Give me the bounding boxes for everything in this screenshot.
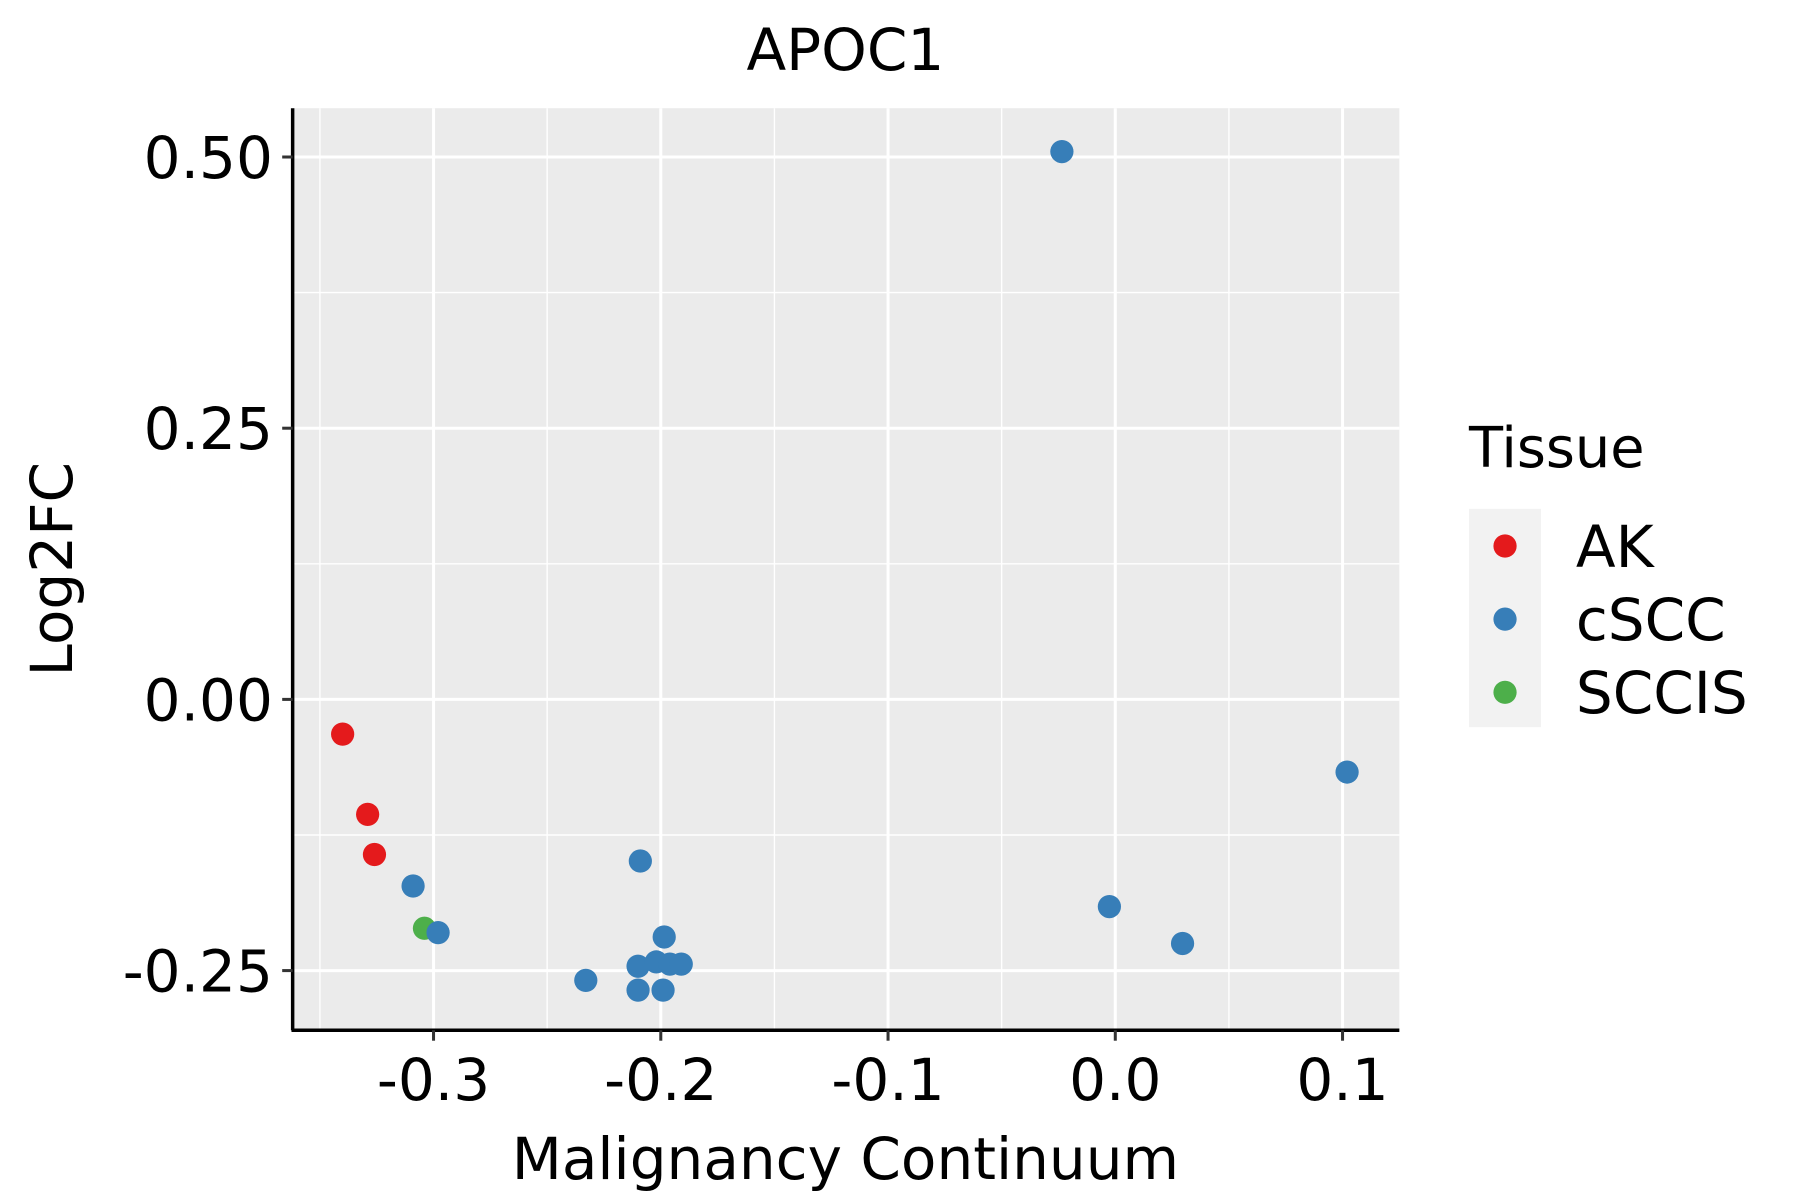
data-point-cscc bbox=[626, 954, 650, 978]
data-point-cscc bbox=[651, 978, 675, 1002]
data-point-ak bbox=[331, 722, 355, 746]
legend-label-sccis: SCCIS bbox=[1576, 659, 1748, 727]
data-point-cscc bbox=[626, 978, 650, 1002]
data-point-cscc bbox=[574, 968, 598, 992]
data-point-cscc bbox=[669, 952, 693, 976]
data-point-cscc bbox=[628, 849, 652, 873]
y-tick-label: -0.25 bbox=[123, 937, 273, 1005]
legend-key-sccis bbox=[1493, 680, 1517, 704]
data-point-cscc bbox=[401, 874, 425, 898]
x-tick-label: 0.1 bbox=[1296, 1046, 1388, 1114]
y-tick-label: 0.25 bbox=[144, 395, 273, 463]
legend-key-ak bbox=[1493, 534, 1517, 558]
data-point-ak bbox=[356, 802, 380, 826]
data-point-cscc bbox=[1097, 894, 1121, 919]
legend-title: Tissue bbox=[1468, 416, 1645, 481]
x-axis-label: Malignancy Continuum bbox=[512, 1125, 1179, 1193]
data-point-ak bbox=[362, 842, 387, 867]
chart-title: APOC1 bbox=[746, 16, 944, 84]
legend-label-cscc: cSCC bbox=[1576, 586, 1726, 654]
plot-panel bbox=[292, 108, 1400, 1031]
x-tick-label: -0.1 bbox=[831, 1046, 944, 1114]
data-point-cscc bbox=[652, 925, 676, 949]
data-point-cscc bbox=[1170, 931, 1195, 956]
data-points bbox=[331, 139, 1359, 1002]
legend-label-ak: AK bbox=[1576, 513, 1656, 581]
x-tick-label: -0.2 bbox=[604, 1046, 717, 1114]
grid-lines bbox=[292, 108, 1400, 1031]
data-point-cscc bbox=[1335, 760, 1359, 784]
data-point-cscc bbox=[1050, 139, 1074, 164]
axis-ticks: -0.3 -0.2 -0.1 0.0 0.1 -0.25 0.00 0.25 0.50 bbox=[123, 124, 1389, 1114]
x-tick-label: 0.0 bbox=[1069, 1046, 1161, 1114]
y-tick-label: 0.00 bbox=[144, 666, 273, 734]
y-tick-label: 0.50 bbox=[144, 124, 273, 192]
x-tick-label: -0.3 bbox=[377, 1046, 490, 1114]
y-axis-label: Log2FC bbox=[18, 462, 86, 677]
data-point-cscc bbox=[426, 921, 450, 945]
legend-key-cscc bbox=[1493, 607, 1517, 631]
